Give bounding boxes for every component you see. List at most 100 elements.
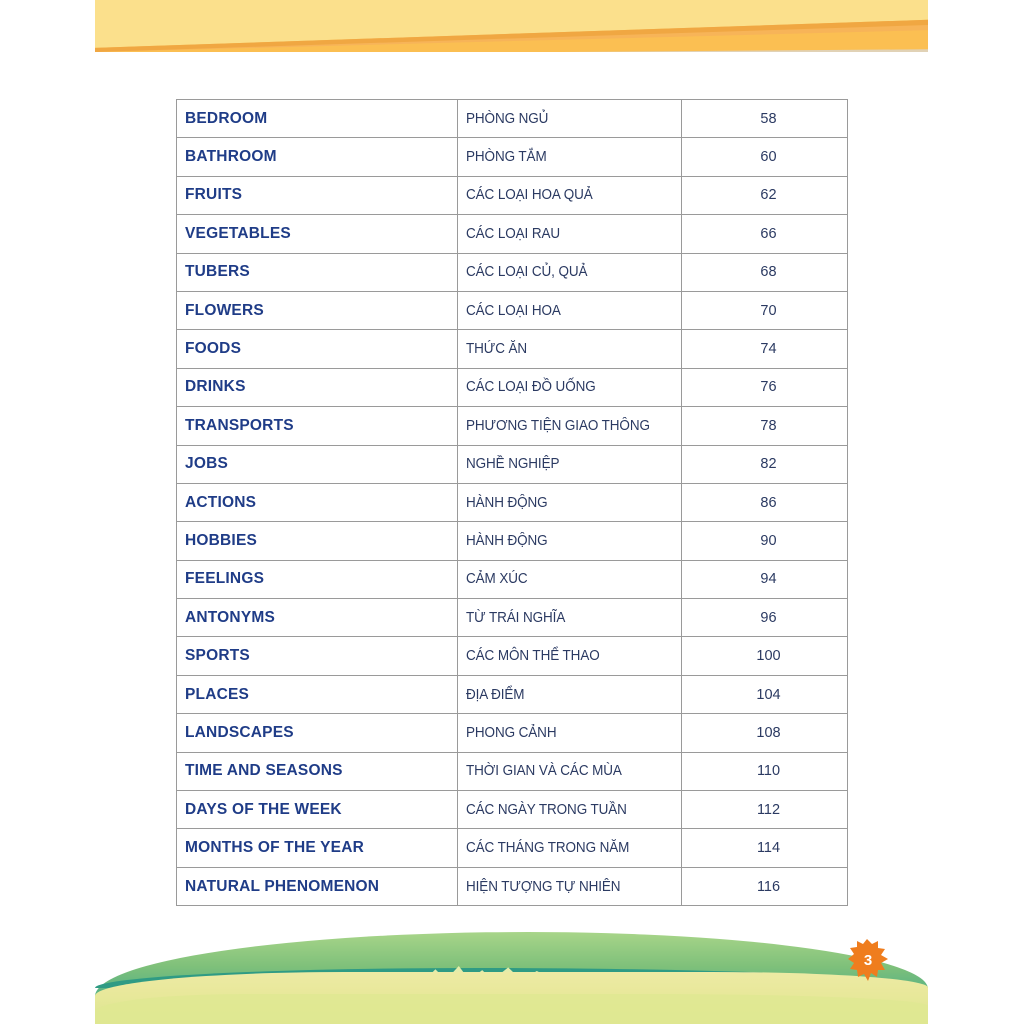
cell-vietnamese-topic: HIỆN TƯỢNG TỰ NHIÊN bbox=[457, 866, 682, 907]
table-row[interactable]: FLOWERS CÁC LOẠI HOA 70 bbox=[176, 290, 848, 331]
cell-english-topic: FOODS bbox=[176, 329, 458, 369]
table-row[interactable]: NATURAL PHENOMENON HIỆN TƯỢNG TỰ NHIÊN 116 bbox=[176, 866, 848, 907]
vietnamese-label: HIỆN TƯỢNG TỰ NHIÊN bbox=[466, 878, 621, 895]
vietnamese-label: CÁC LOẠI HOA QUẢ bbox=[466, 187, 593, 204]
table-row[interactable]: JOBS NGHỀ NGHIỆP 82 bbox=[176, 444, 848, 484]
cell-english-topic: FEELINGS bbox=[176, 559, 458, 600]
page-number-text: 3 bbox=[863, 951, 873, 969]
vietnamese-label: CÁC THÁNG TRONG NĂM bbox=[466, 840, 630, 857]
cell-english-topic: ACTIONS bbox=[176, 482, 458, 523]
cell-vietnamese-topic: CÁC THÁNG TRONG NĂM bbox=[457, 828, 682, 868]
cell-vietnamese-topic: CÁC MÔN THỂ THAO bbox=[457, 636, 682, 676]
cell-page-number: 82 bbox=[681, 444, 848, 484]
vietnamese-label: PHONG CẢNH bbox=[466, 724, 557, 741]
table-row[interactable]: BEDROOM PHÒNG NGỦ 58 bbox=[176, 98, 848, 139]
vietnamese-label: PHÒNG NGỦ bbox=[466, 110, 549, 127]
vietnamese-label: CÁC MÔN THỂ THAO bbox=[466, 648, 600, 665]
cell-english-topic: HOBBIES bbox=[176, 521, 458, 561]
cell-page-number: 78 bbox=[681, 406, 848, 446]
cell-english-topic: BEDROOM bbox=[176, 98, 458, 139]
cell-english-topic: JOBS bbox=[176, 444, 458, 484]
cell-page-number: 100 bbox=[681, 636, 848, 676]
cell-vietnamese-topic: HÀNH ĐỘNG bbox=[457, 521, 682, 561]
table-row[interactable]: VEGETABLES CÁC LOẠI RAU 66 bbox=[176, 214, 848, 254]
cell-page-number: 74 bbox=[681, 329, 848, 369]
cell-english-topic: SPORTS bbox=[176, 636, 458, 676]
cell-english-topic: TIME AND SEASONS bbox=[176, 751, 458, 792]
cell-vietnamese-topic: THỨC ĂN bbox=[457, 329, 682, 369]
vietnamese-label: CÁC LOẠI RAU bbox=[466, 225, 561, 242]
vietnamese-label: PHƯƠNG TIỆN GIAO THÔNG bbox=[466, 417, 650, 434]
cell-vietnamese-topic: CÁC LOẠI CỦ, QUẢ bbox=[457, 252, 682, 292]
table-row[interactable]: HOBBIES HÀNH ĐỘNG 90 bbox=[176, 521, 848, 561]
cell-vietnamese-topic: CÁC NGÀY TRONG TUẦN bbox=[457, 790, 682, 830]
footer-sand-band-front bbox=[95, 994, 928, 1024]
cell-page-number: 94 bbox=[681, 559, 848, 600]
table-row[interactable]: DRINKS CÁC LOẠI ĐỒ UỐNG 76 bbox=[176, 367, 848, 408]
table-row[interactable]: FEELINGS CẢM XÚC 94 bbox=[176, 559, 848, 600]
cell-page-number: 104 bbox=[681, 674, 848, 715]
cell-page-number: 90 bbox=[681, 521, 848, 561]
table-row[interactable]: FRUITS CÁC LOẠI HOA QUẢ 62 bbox=[176, 175, 848, 216]
header-decoration-banner bbox=[95, 0, 928, 52]
cell-vietnamese-topic: PHÒNG NGỦ bbox=[457, 98, 682, 139]
cell-english-topic: NATURAL PHENOMENON bbox=[176, 866, 458, 907]
page-number-badge: 3 bbox=[847, 938, 889, 982]
cell-page-number: 66 bbox=[681, 214, 848, 254]
cell-vietnamese-topic: HÀNH ĐỘNG bbox=[457, 482, 682, 523]
table-row[interactable]: ACTIONS HÀNH ĐỘNG 86 bbox=[176, 482, 848, 523]
cell-page-number: 110 bbox=[681, 751, 848, 792]
cell-vietnamese-topic: NGHỀ NGHIỆP bbox=[457, 444, 682, 484]
cell-page-number: 68 bbox=[681, 252, 848, 292]
cell-page-number: 112 bbox=[681, 790, 848, 830]
contents-table: BEDROOM PHÒNG NGỦ 58 BATHROOM PHÒNG TẮM 60 FRU… bbox=[176, 98, 848, 907]
cell-vietnamese-topic: TỪ TRÁI NGHĨA bbox=[457, 598, 682, 638]
cell-english-topic: LANDSCAPES bbox=[176, 713, 458, 753]
cell-english-topic: DAYS OF THE WEEK bbox=[176, 790, 458, 830]
vietnamese-label: CÁC LOẠI CỦ, QUẢ bbox=[466, 264, 588, 281]
vietnamese-label: CẢM XÚC bbox=[466, 571, 528, 588]
vietnamese-label: HÀNH ĐỘNG bbox=[466, 532, 548, 549]
table-row[interactable]: TIME AND SEASONS THỜI GIAN VÀ CÁC MÙA 110 bbox=[176, 751, 848, 792]
vietnamese-label: CÁC NGÀY TRONG TUẦN bbox=[466, 801, 627, 818]
cell-page-number: 76 bbox=[681, 367, 848, 408]
table-row[interactable]: ANTONYMS TỪ TRÁI NGHĨA 96 bbox=[176, 598, 848, 638]
cell-vietnamese-topic: ĐỊA ĐIỂM bbox=[457, 674, 682, 715]
cell-vietnamese-topic: PHÒNG TẮM bbox=[457, 137, 682, 177]
cell-page-number: 62 bbox=[681, 175, 848, 216]
cell-page-number: 58 bbox=[681, 98, 848, 139]
table-row[interactable]: TRANSPORTS PHƯƠNG TIỆN GIAO THÔNG 78 bbox=[176, 406, 848, 446]
table-row[interactable]: PLACES ĐỊA ĐIỂM 104 bbox=[176, 674, 848, 715]
cell-page-number: 116 bbox=[681, 866, 848, 907]
table-of-contents: BEDROOM PHÒNG NGỦ 58 BATHROOM PHÒNG TẮM 60 FRU… bbox=[176, 98, 848, 907]
table-row[interactable]: BATHROOM PHÒNG TẮM 60 bbox=[176, 137, 848, 177]
cell-vietnamese-topic: CÁC LOẠI HOA QUẢ bbox=[457, 175, 682, 216]
cell-vietnamese-topic: PHONG CẢNH bbox=[457, 713, 682, 753]
cell-page-number: 108 bbox=[681, 713, 848, 753]
table-row[interactable]: FOODS THỨC ĂN 74 bbox=[176, 329, 848, 369]
cell-vietnamese-topic: CÁC LOẠI ĐỒ UỐNG bbox=[457, 367, 682, 408]
table-row[interactable]: SPORTS CÁC MÔN THỂ THAO 100 bbox=[176, 636, 848, 676]
table-row[interactable]: LANDSCAPES PHONG CẢNH 108 bbox=[176, 713, 848, 753]
vietnamese-label: HÀNH ĐỘNG bbox=[466, 494, 548, 511]
cell-english-topic: PLACES bbox=[176, 674, 458, 715]
cell-english-topic: ANTONYMS bbox=[176, 598, 458, 638]
cell-vietnamese-topic: CẢM XÚC bbox=[457, 559, 682, 600]
vietnamese-label: TỪ TRÁI NGHĨA bbox=[466, 609, 566, 626]
cell-page-number: 86 bbox=[681, 482, 848, 523]
cell-vietnamese-topic: CÁC LOẠI RAU bbox=[457, 214, 682, 254]
vietnamese-label: PHÒNG TẮM bbox=[466, 149, 547, 166]
cell-english-topic: FLOWERS bbox=[176, 290, 458, 331]
cell-vietnamese-topic: PHƯƠNG TIỆN GIAO THÔNG bbox=[457, 406, 682, 446]
vietnamese-label: CÁC LOẠI HOA bbox=[466, 302, 561, 319]
footer-decoration-landscape bbox=[95, 932, 928, 1024]
table-row[interactable]: MONTHS OF THE YEAR CÁC THÁNG TRONG NĂM 114 bbox=[176, 828, 848, 868]
cell-page-number: 114 bbox=[681, 828, 848, 868]
cell-english-topic: TUBERS bbox=[176, 252, 458, 292]
table-row[interactable]: TUBERS CÁC LOẠI CỦ, QUẢ 68 bbox=[176, 252, 848, 292]
cell-page-number: 60 bbox=[681, 137, 848, 177]
table-row[interactable]: DAYS OF THE WEEK CÁC NGÀY TRONG TUẦN 112 bbox=[176, 790, 848, 830]
vietnamese-label: THỨC ĂN bbox=[466, 341, 528, 358]
cell-english-topic: VEGETABLES bbox=[176, 214, 458, 254]
